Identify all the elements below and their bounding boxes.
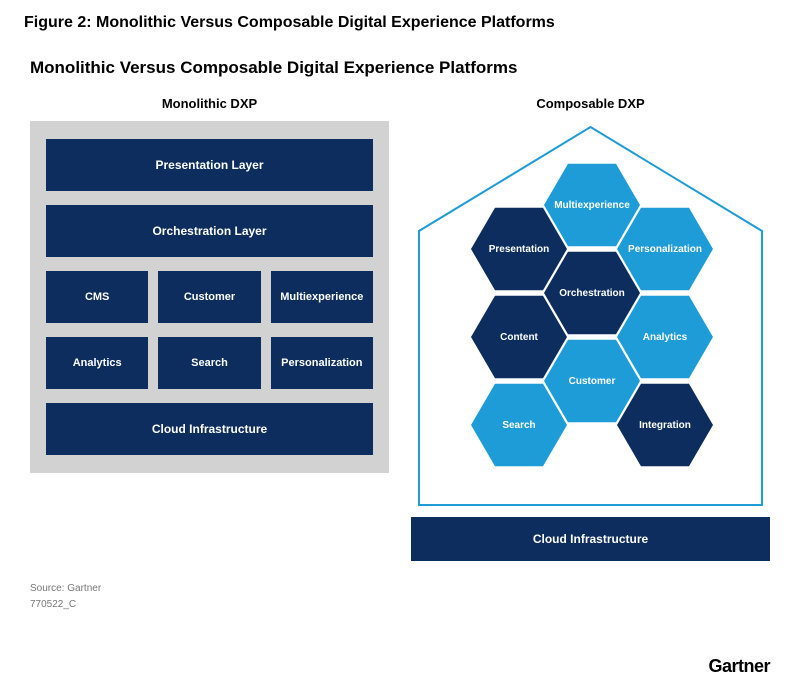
- figure-caption: Figure 2: Monolithic Versus Composable D…: [0, 0, 800, 40]
- composable-title: Composable DXP: [536, 88, 644, 121]
- monolithic-container: Presentation Layer Orchestration Layer C…: [30, 121, 389, 473]
- source-line-2: 770522_C: [30, 597, 800, 613]
- hex-label: Analytics: [643, 332, 687, 343]
- mono-row: Presentation Layer: [46, 139, 373, 191]
- mono-block-multiexperience: Multiexperience: [271, 271, 373, 323]
- hex-label: Personalization: [628, 244, 702, 255]
- hex-label: Presentation: [489, 244, 550, 255]
- source-attribution: Source: Gartner 770522_C: [0, 581, 800, 613]
- mono-block-cms: CMS: [46, 271, 148, 323]
- hex-label: Content: [500, 332, 538, 343]
- monolithic-title: Monolithic DXP: [162, 88, 257, 121]
- mono-block-cloud-infrastructure: Cloud Infrastructure: [46, 403, 373, 455]
- hex-integration: Integration: [617, 383, 713, 467]
- main-title: Monolithic Versus Composable Digital Exp…: [0, 40, 800, 88]
- hex-search: Search: [471, 383, 567, 467]
- hex-label: Multiexperience: [554, 200, 630, 211]
- mono-row: Cloud Infrastructure: [46, 403, 373, 455]
- brand-logo: Gartner: [708, 656, 770, 677]
- mono-row: Analytics Search Personalization: [46, 337, 373, 389]
- composable-column: Composable DXP Multiexperience Presentati…: [411, 88, 770, 561]
- mono-block-orchestration-layer: Orchestration Layer: [46, 205, 373, 257]
- hex-label: Integration: [639, 420, 691, 431]
- hex-label: Orchestration: [559, 288, 625, 299]
- composable-container: Multiexperience Presentation Personalizati…: [411, 121, 770, 561]
- pentagon-enclosure: Multiexperience Presentation Personalizati…: [411, 121, 770, 511]
- mono-block-personalization: Personalization: [271, 337, 373, 389]
- monolithic-column: Monolithic DXP Presentation Layer Orches…: [30, 88, 389, 561]
- composable-cloud-block: Cloud Infrastructure: [411, 517, 770, 561]
- columns: Monolithic DXP Presentation Layer Orches…: [0, 88, 800, 561]
- mono-block-customer: Customer: [158, 271, 260, 323]
- mono-block-presentation-layer: Presentation Layer: [46, 139, 373, 191]
- mono-row: Orchestration Layer: [46, 205, 373, 257]
- mono-block-search: Search: [158, 337, 260, 389]
- source-line-1: Source: Gartner: [30, 581, 800, 597]
- mono-row: CMS Customer Multiexperience: [46, 271, 373, 323]
- hex-label: Search: [502, 420, 535, 431]
- hex-label: Customer: [569, 376, 616, 387]
- mono-block-analytics: Analytics: [46, 337, 148, 389]
